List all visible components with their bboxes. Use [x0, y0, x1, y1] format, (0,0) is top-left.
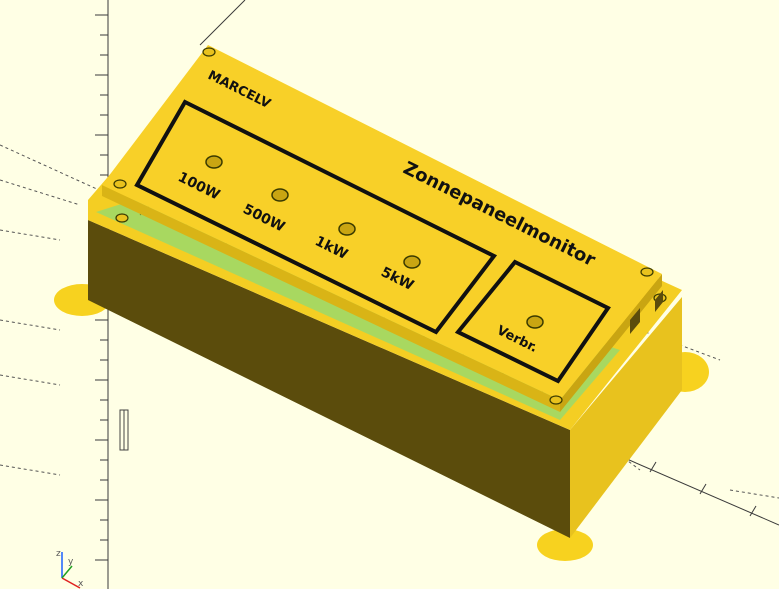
enclosure-right-face [570, 297, 682, 538]
led-hole-usage [526, 315, 544, 329]
axes-widget-z: z [56, 549, 61, 559]
axes-widget: z y x [56, 549, 84, 589]
indicator-frame [134, 99, 498, 335]
enclosure-side-openings [630, 290, 663, 334]
foot-bottom [537, 529, 593, 561]
led-holes [205, 155, 544, 329]
led-hole-500w [271, 188, 289, 202]
lid-front-edge [102, 185, 560, 412]
enclosure-front-face [88, 220, 570, 538]
axes-widget-y: y [68, 557, 74, 567]
usage-frame [454, 259, 611, 384]
led-hole-100w [205, 155, 223, 169]
led-hole-1kw [338, 222, 356, 236]
lid-right-edge [560, 274, 662, 412]
led-hole-5kw [403, 255, 421, 269]
lid-top-face [102, 45, 662, 400]
axes-widget-x: x [78, 579, 84, 589]
axis-label-marker [119, 409, 129, 451]
